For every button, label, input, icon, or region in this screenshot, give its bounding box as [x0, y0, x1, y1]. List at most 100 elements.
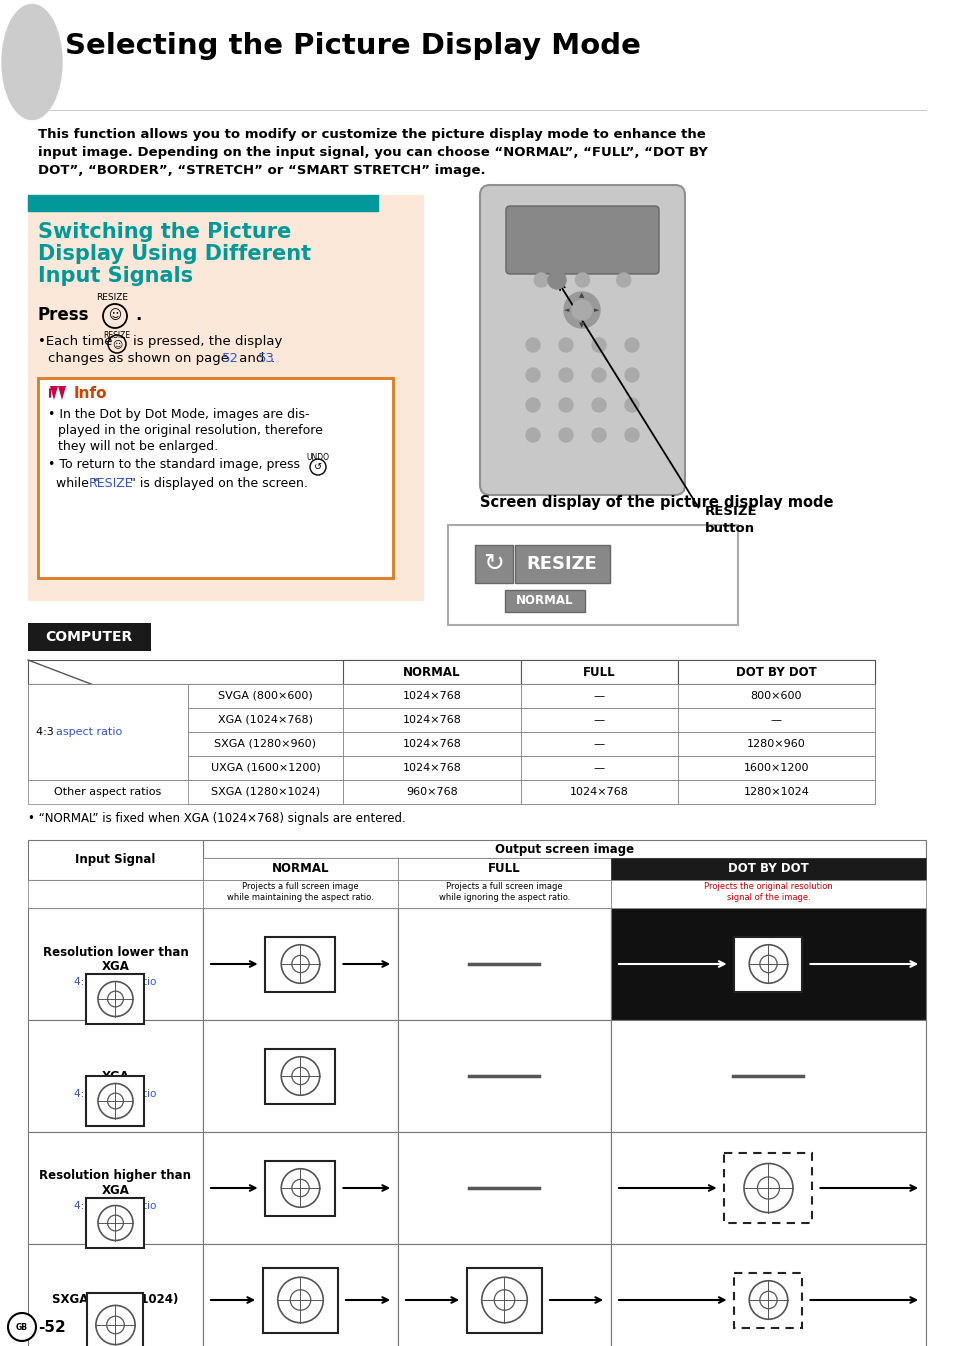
Text: ↺: ↺ [314, 462, 322, 472]
Text: -52: -52 [38, 1319, 66, 1334]
Circle shape [525, 367, 539, 382]
Text: SXGA (1280×1024): SXGA (1280×1024) [211, 787, 319, 797]
Circle shape [616, 273, 630, 287]
Bar [515, 545, 609, 583]
Text: Resolution higher than: Resolution higher than [39, 1170, 192, 1183]
Bar [397, 1132, 610, 1244]
Text: they will not be enlarged.: they will not be enlarged. [58, 440, 218, 454]
Text: —: — [594, 690, 604, 701]
Circle shape [534, 273, 548, 287]
Bar [678, 708, 874, 732]
Text: input image. Depending on the input signal, you can choose “NORMAL”, “FULL”, “DO: input image. Depending on the input sign… [38, 145, 707, 159]
Ellipse shape [2, 4, 62, 120]
Bar [87, 975, 144, 1024]
Bar [203, 909, 397, 1020]
Bar [87, 1198, 144, 1248]
Bar [610, 857, 925, 880]
Text: changes as shown on page: changes as shown on page [48, 353, 233, 365]
Circle shape [558, 428, 573, 441]
Bar [678, 732, 874, 756]
Bar [610, 1244, 925, 1346]
Bar [343, 756, 520, 779]
Text: ▼: ▼ [578, 322, 584, 328]
Circle shape [558, 398, 573, 412]
Circle shape [525, 428, 539, 441]
Text: 1024×768: 1024×768 [570, 787, 628, 797]
Bar [343, 684, 520, 708]
Text: 800×600: 800×600 [750, 690, 801, 701]
Text: Output screen image: Output screen image [495, 843, 634, 856]
Circle shape [624, 338, 639, 353]
Circle shape [624, 367, 639, 382]
Text: Projects a full screen image
while ignoring the aspect ratio.: Projects a full screen image while ignor… [438, 882, 570, 902]
Bar [520, 684, 678, 708]
Bar [610, 1132, 925, 1244]
Text: 52: 52 [222, 353, 239, 365]
Circle shape [547, 271, 565, 289]
Bar [475, 545, 513, 583]
Bar [265, 937, 335, 992]
Text: Projects a full screen image
while maintaining the aspect ratio.: Projects a full screen image while maint… [227, 882, 374, 902]
Text: ☺: ☺ [112, 339, 122, 349]
Text: UNDO: UNDO [306, 454, 329, 462]
FancyBboxPatch shape [505, 206, 659, 275]
Bar [28, 732, 874, 756]
Text: Screen display of the picture display mode: Screen display of the picture display mo… [479, 495, 833, 510]
Bar [203, 857, 397, 880]
Bar [520, 660, 678, 684]
Text: Input Signals: Input Signals [38, 267, 193, 285]
Bar [28, 1132, 203, 1244]
Text: • “NORMAL” is fixed when XGA (1024×768) signals are entered.: • “NORMAL” is fixed when XGA (1024×768) … [28, 812, 405, 825]
Text: ☺: ☺ [109, 310, 121, 323]
Bar [734, 937, 801, 992]
Text: NORMAL: NORMAL [272, 863, 329, 875]
Bar [343, 732, 520, 756]
Bar [343, 779, 520, 804]
Circle shape [592, 428, 605, 441]
Text: Other aspect ratios: Other aspect ratios [54, 787, 161, 797]
Bar [87, 1075, 144, 1127]
Bar [610, 1020, 925, 1132]
Text: XGA (1024×768): XGA (1024×768) [218, 715, 313, 725]
Polygon shape [50, 386, 58, 400]
Text: NORMAL: NORMAL [516, 595, 573, 607]
Circle shape [525, 398, 539, 412]
Circle shape [575, 273, 589, 287]
Bar [28, 195, 377, 211]
Bar [28, 909, 203, 1020]
Text: SXGA (1280×960): SXGA (1280×960) [214, 739, 316, 748]
Bar [678, 660, 874, 684]
Bar [38, 378, 393, 577]
Text: ◄: ◄ [564, 307, 569, 314]
Text: .: . [271, 353, 274, 365]
Text: Press: Press [38, 306, 90, 324]
Text: Selecting the Picture Display Mode: Selecting the Picture Display Mode [65, 32, 640, 61]
Bar [28, 195, 422, 600]
Text: XGA: XGA [101, 1183, 130, 1197]
Bar [203, 880, 397, 909]
Bar [28, 840, 203, 880]
Text: RESIZE: RESIZE [89, 476, 133, 490]
Circle shape [525, 338, 539, 353]
Text: while ": while " [48, 476, 99, 490]
Bar [520, 779, 678, 804]
Text: 1024×768: 1024×768 [402, 763, 461, 773]
Text: RESIZE
button: RESIZE button [704, 505, 757, 534]
Bar [28, 1020, 203, 1132]
Bar [203, 1132, 397, 1244]
Text: SVGA (800×600): SVGA (800×600) [218, 690, 313, 701]
Bar [610, 909, 925, 1020]
Circle shape [558, 338, 573, 353]
Bar [28, 756, 874, 779]
Text: —: — [594, 715, 604, 725]
Bar [188, 684, 343, 708]
Bar [397, 1244, 610, 1346]
Text: RESIZE: RESIZE [103, 331, 131, 341]
Bar [28, 660, 874, 684]
Text: 4:3: 4:3 [36, 727, 57, 738]
Text: " is displayed on the screen.: " is displayed on the screen. [130, 476, 308, 490]
Bar [188, 732, 343, 756]
Circle shape [624, 428, 639, 441]
Bar [265, 1049, 335, 1104]
Text: 4:3 aspect ratio: 4:3 aspect ratio [74, 1201, 156, 1211]
